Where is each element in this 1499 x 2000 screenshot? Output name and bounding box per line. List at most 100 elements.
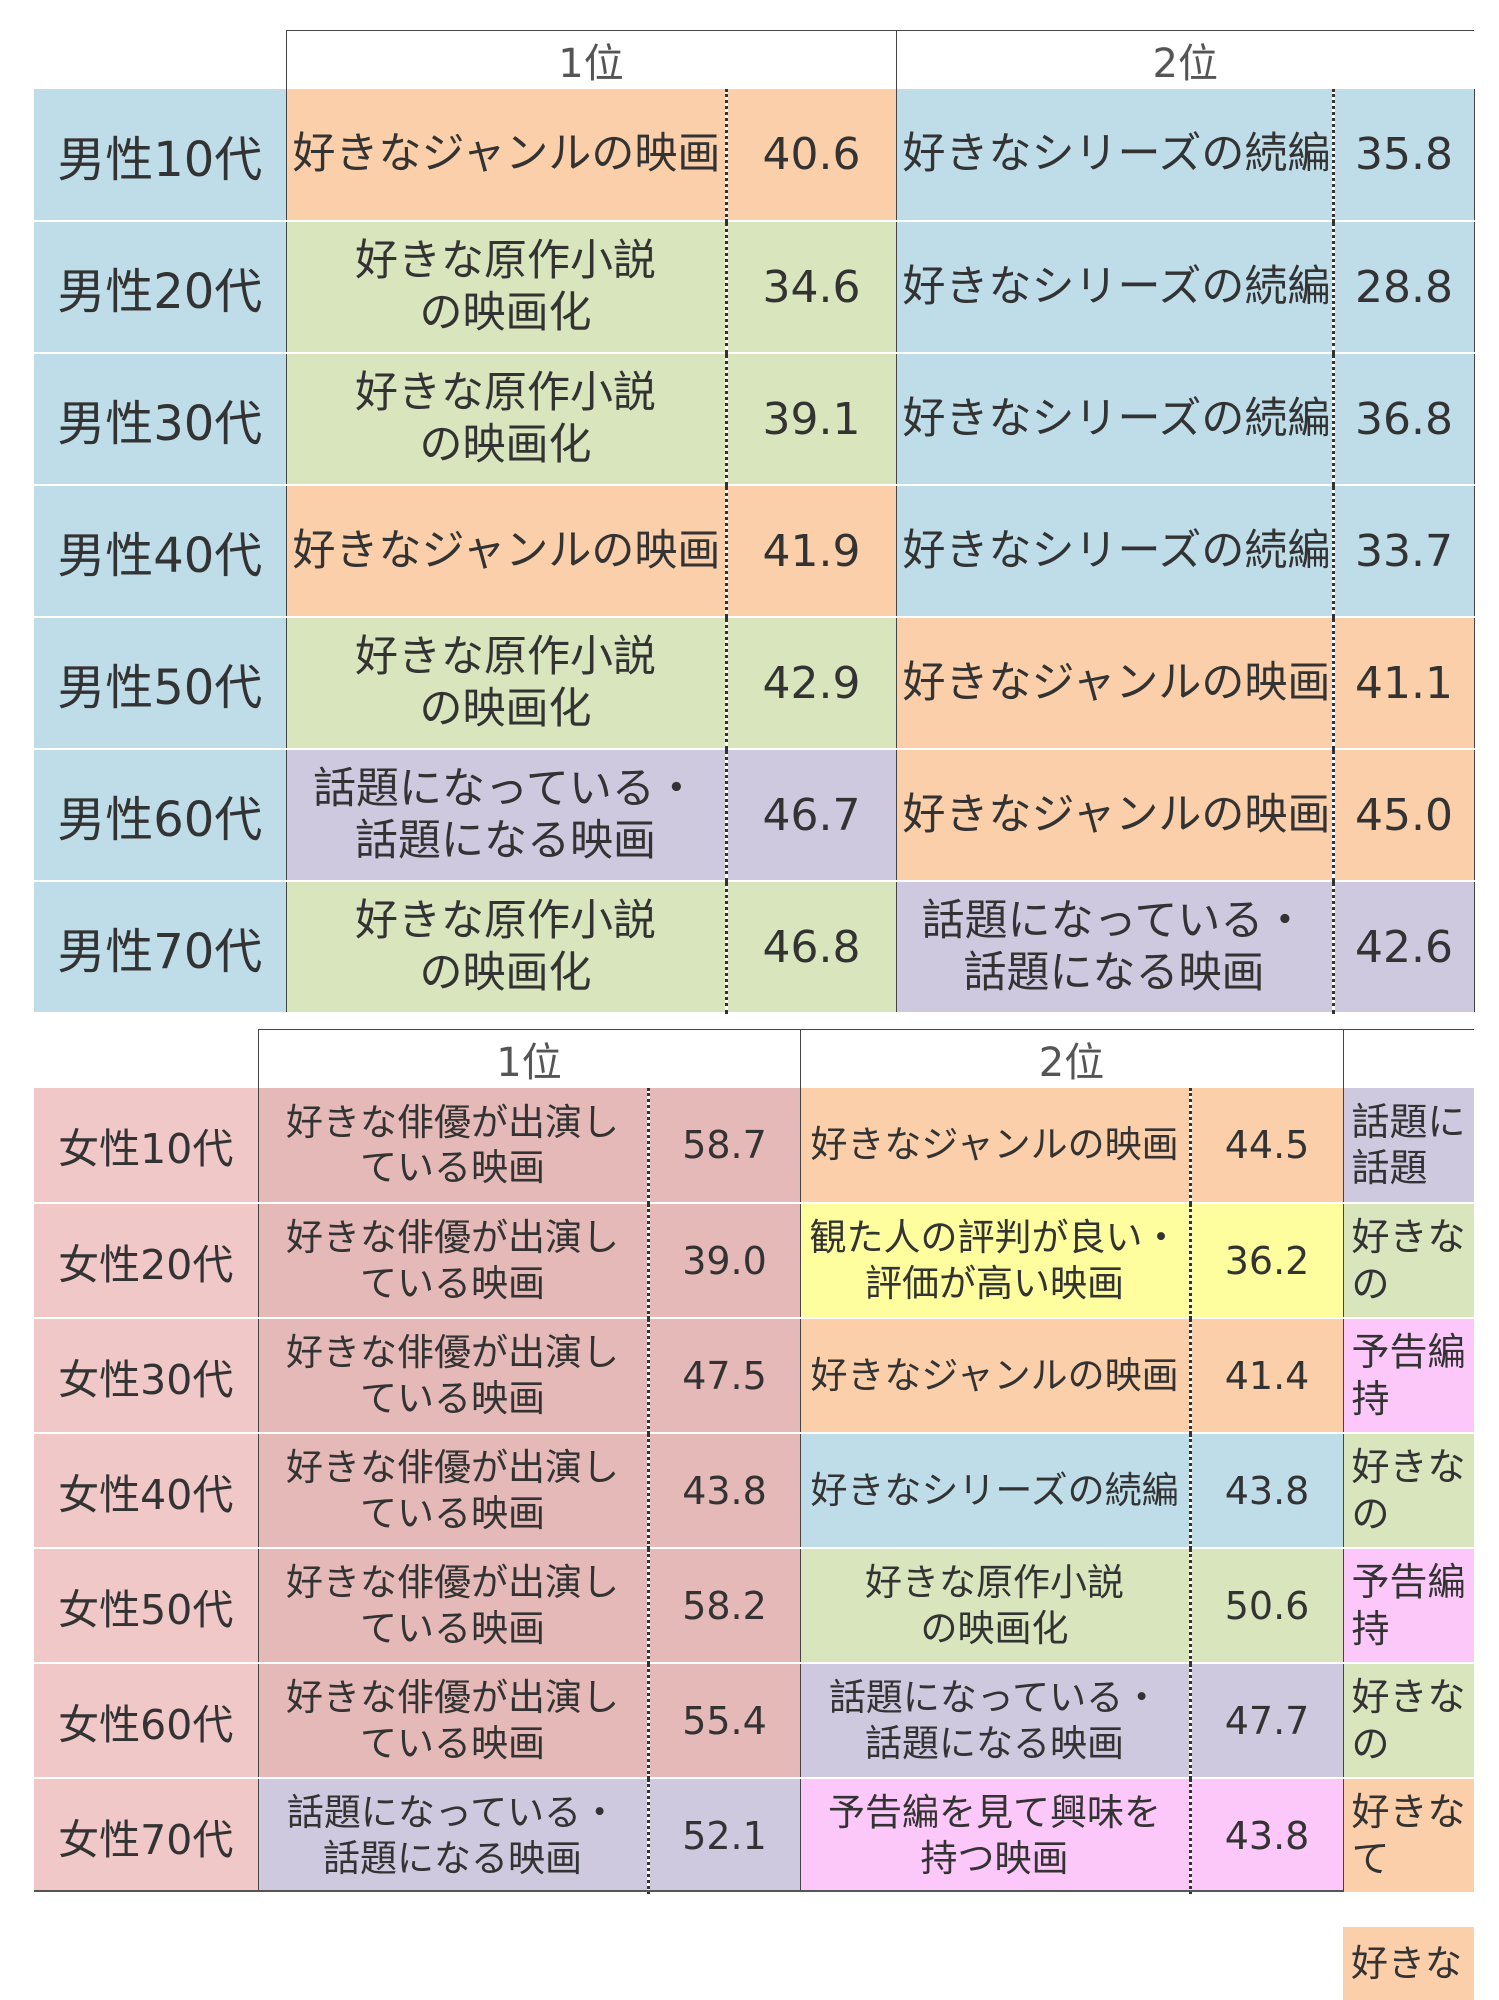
rank2-value: 50.6 xyxy=(1190,1548,1344,1664)
rank2-value: 42.6 xyxy=(1333,881,1475,1014)
rank1-value: 40.6 xyxy=(726,89,897,222)
row-label: 男性10代 xyxy=(34,89,287,222)
row-label: 女性10代 xyxy=(34,1088,259,1204)
rank3-item-partial: 予告編持 xyxy=(1343,1548,1475,1664)
rank2-item: 観た人の評判が良い・ 評価が高い映画 xyxy=(800,1203,1192,1319)
rank2-value: 36.2 xyxy=(1190,1203,1344,1319)
rank2-value: 33.7 xyxy=(1333,485,1475,618)
rank1-value: 46.8 xyxy=(726,881,897,1014)
row-label: 女性30代 xyxy=(34,1318,259,1434)
rank2-value: 45.0 xyxy=(1333,749,1475,882)
rank1-value: 47.5 xyxy=(648,1318,801,1434)
rank1-value: 58.2 xyxy=(648,1548,801,1664)
rank1-value: 39.1 xyxy=(726,353,897,486)
rank2-value: 35.8 xyxy=(1333,89,1475,222)
header-row: 1位 2位 xyxy=(34,30,1475,89)
rank2-item: 好きなシリーズの続編 xyxy=(896,89,1335,222)
rank1-item: 好きな原作小説 の映画化 xyxy=(286,881,728,1014)
rank2-value: 43.8 xyxy=(1190,1778,1344,1894)
table-row: 女性70代 話題になっている・ 話題になる映画 52.1 予告編を見て興味を 持つ映画 43… xyxy=(34,1778,1475,1894)
rank1-item: 好きな俳優が出演し ている映画 xyxy=(258,1203,650,1319)
rank2-value: 44.5 xyxy=(1190,1088,1344,1204)
rank1-value: 42.9 xyxy=(726,617,897,750)
rank1-item: 好きな俳優が出演し ている映画 xyxy=(258,1433,650,1549)
rank2-item: 好きなジャンルの映画 xyxy=(896,617,1335,750)
rank1-item: 好きな俳優が出演し ている映画 xyxy=(258,1088,650,1204)
rank2-item: 話題になっている・ 話題になる映画 xyxy=(896,881,1335,1014)
rank1-value: 46.7 xyxy=(726,749,897,882)
header-rank-2: 2位 xyxy=(895,30,1475,89)
table-row: 女性40代 好きな俳優が出演し ている映画 43.8 好きなシリーズの続編 43.8 好きな… xyxy=(34,1433,1475,1549)
female-table-bottom-border xyxy=(34,1890,1343,1892)
rank2-item: 好きなシリーズの続編 xyxy=(896,353,1335,486)
rank2-value: 28.8 xyxy=(1333,221,1475,354)
rank2-value: 43.8 xyxy=(1190,1433,1344,1549)
rank2-item: 好きなジャンルの映画 xyxy=(800,1318,1192,1434)
table-row: 男性20代 好きな原作小説 の映画化 34.6 好きなシリーズの続編 28.8 xyxy=(34,221,1475,354)
row-label: 女性70代 xyxy=(34,1778,259,1894)
header-rank-2: 2位 xyxy=(799,1029,1344,1088)
row-label: 女性50代 xyxy=(34,1548,259,1664)
rank1-item: 好きな俳優が出演し ている映画 xyxy=(258,1663,650,1779)
row-label: 女性60代 xyxy=(34,1663,259,1779)
row-label: 男性50代 xyxy=(34,617,287,750)
rank1-value: 55.4 xyxy=(648,1663,801,1779)
header-corner xyxy=(34,30,286,89)
rank2-item: 好きなシリーズの続編 xyxy=(896,485,1335,618)
rank2-item: 好きなジャンルの映画 xyxy=(800,1088,1192,1204)
rank2-item: 話題になっている・ 話題になる映画 xyxy=(800,1663,1192,1779)
rank2-value: 47.7 xyxy=(1190,1663,1344,1779)
row-label: 女性20代 xyxy=(34,1203,259,1319)
rank3-item-partial: 好きなの xyxy=(1343,1663,1475,1779)
rank1-value: 39.0 xyxy=(648,1203,801,1319)
rank3-item-partial: 話題に 話題 xyxy=(1343,1088,1475,1204)
female-rank3-overflow-cell: 好きな xyxy=(1343,1927,1474,2000)
rank2-item: 予告編を見て興味を 持つ映画 xyxy=(800,1778,1192,1894)
rank1-item: 好きな俳優が出演し ている映画 xyxy=(258,1548,650,1664)
table-row: 女性10代 好きな俳優が出演し ている映画 58.7 好きなジャンルの映画 44.5 話題に… xyxy=(34,1088,1475,1204)
rank1-item: 好きな原作小説 の映画化 xyxy=(286,617,728,750)
rank1-value: 58.7 xyxy=(648,1088,801,1204)
rank1-item: 話題になっている・ 話題になる映画 xyxy=(258,1778,650,1894)
male-ranking-table: 1位 2位 男性10代 好きなジャンルの映画 40.6 好きなシリーズの続編 35.8 男性2… xyxy=(34,30,1475,1014)
row-label: 男性60代 xyxy=(34,749,287,882)
rank2-value: 41.4 xyxy=(1190,1318,1344,1434)
rank1-item: 好きなジャンルの映画 xyxy=(286,89,728,222)
rank1-value: 52.1 xyxy=(648,1778,801,1894)
rank1-item: 話題になっている・ 話題になる映画 xyxy=(286,749,728,882)
table-row: 男性30代 好きな原作小説 の映画化 39.1 好きなシリーズの続編 36.8 xyxy=(34,353,1475,486)
female-ranking-table: 1位 2位 女性10代 好きな俳優が出演し ている映画 58.7 好きなジャンルの映画 44.… xyxy=(34,1029,1475,1894)
row-label: 男性40代 xyxy=(34,485,287,618)
header-rank-3 xyxy=(1342,1029,1475,1088)
table-row: 男性40代 好きなジャンルの映画 41.9 好きなシリーズの続編 33.7 xyxy=(34,485,1475,618)
rank2-item: 好きなシリーズの続編 xyxy=(896,221,1335,354)
rank2-value: 36.8 xyxy=(1333,353,1475,486)
table-row: 男性10代 好きなジャンルの映画 40.6 好きなシリーズの続編 35.8 xyxy=(34,89,1475,222)
table-row: 男性50代 好きな原作小説 の映画化 42.9 好きなジャンルの映画 41.1 xyxy=(34,617,1475,750)
table-row: 男性60代 話題になっている・ 話題になる映画 46.7 好きなジャンルの映画 45.0 xyxy=(34,749,1475,882)
header-rank-1: 1位 xyxy=(257,1029,801,1088)
row-label: 男性20代 xyxy=(34,221,287,354)
table-row: 女性50代 好きな俳優が出演し ている映画 58.2 好きな原作小説 の映画化 50.6 予告… xyxy=(34,1548,1475,1664)
rank2-value: 41.1 xyxy=(1333,617,1475,750)
rank1-value: 43.8 xyxy=(648,1433,801,1549)
row-label: 男性70代 xyxy=(34,881,287,1014)
rank1-value: 34.6 xyxy=(726,221,897,354)
header-corner xyxy=(34,1029,258,1088)
header-row: 1位 2位 xyxy=(34,1029,1475,1088)
header-rank-1: 1位 xyxy=(285,30,897,89)
rank1-item: 好きな原作小説 の映画化 xyxy=(286,221,728,354)
rank3-item-partial: 好きなの xyxy=(1343,1433,1475,1549)
rank1-item: 好きな俳優が出演し ている映画 xyxy=(258,1318,650,1434)
rank1-item: 好きなジャンルの映画 xyxy=(286,485,728,618)
rank2-item: 好きなシリーズの続編 xyxy=(800,1433,1192,1549)
rank3-item-partial: 好きなて xyxy=(1343,1778,1475,1894)
rank1-item: 好きな原作小説 の映画化 xyxy=(286,353,728,486)
table-row: 男性70代 好きな原作小説 の映画化 46.8 話題になっている・ 話題になる映画 42.6 xyxy=(34,881,1475,1014)
table-row: 女性30代 好きな俳優が出演し ている映画 47.5 好きなジャンルの映画 41.4 予告編… xyxy=(34,1318,1475,1434)
rank3-item-partial: 予告編持 xyxy=(1343,1318,1475,1434)
rank1-value: 41.9 xyxy=(726,485,897,618)
rank2-item: 好きなジャンルの映画 xyxy=(896,749,1335,882)
table-row: 女性20代 好きな俳優が出演し ている映画 39.0 観た人の評判が良い・ 評価が高い映画… xyxy=(34,1203,1475,1319)
row-label: 男性30代 xyxy=(34,353,287,486)
